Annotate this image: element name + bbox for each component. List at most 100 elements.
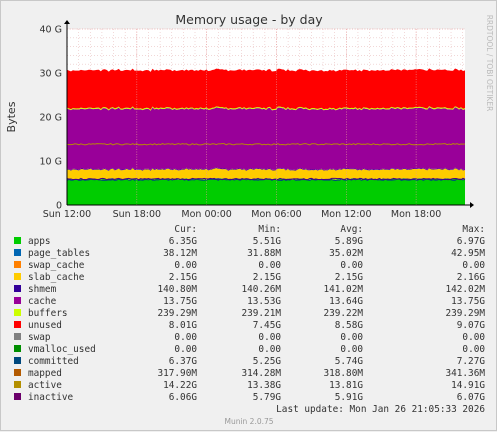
legend-cur: 0.00: [174, 260, 197, 271]
x-tick-label: Sun 18:00: [113, 209, 161, 220]
y-axis-label: Bytes: [5, 101, 18, 132]
legend-max: 6.97G: [457, 236, 486, 247]
legend-label: swap_cache: [28, 260, 85, 271]
legend-min: 13.38G: [247, 380, 281, 391]
legend-avg: 0.00: [340, 260, 363, 271]
legend-max: 42.95M: [451, 248, 485, 259]
stacked-areas: [67, 68, 465, 205]
legend-avg: 0.00: [340, 332, 363, 343]
legend-label: inactive: [28, 392, 74, 403]
legend-cur: 13.75G: [163, 296, 197, 307]
legend-cur: 8.01G: [169, 320, 198, 331]
x-tick-label: Mon 12:00: [321, 209, 371, 220]
legend-label: slab_cache: [28, 272, 85, 283]
x-tick-label: Mon 00:00: [181, 209, 231, 220]
y-axis-arrow: [64, 20, 70, 24]
legend-swatch: [14, 369, 21, 376]
legend-label: active: [28, 380, 62, 391]
legend-min: 7.45G: [253, 320, 282, 331]
legend-swatch: [14, 345, 21, 352]
legend-swatch: [14, 261, 21, 268]
line-active: [66, 143, 466, 146]
legend-swatch: [14, 249, 21, 256]
area-buffers: [67, 106, 465, 111]
legend-min: 0.00: [258, 260, 281, 271]
legend-max: 142.02M: [445, 284, 485, 295]
legend-cur: 239.29M: [157, 308, 197, 319]
legend-swatch: [14, 309, 21, 316]
legend-min: 0.00: [258, 332, 281, 343]
legend-label: mapped: [28, 368, 62, 379]
legend-avg: 8.58G: [335, 320, 364, 331]
legend-cur: 140.80M: [157, 284, 197, 295]
legend-avg: 35.02M: [329, 248, 363, 259]
legend-avg: 13.81G: [329, 380, 363, 391]
legend-swatch: [14, 381, 21, 388]
legend-min: 13.53G: [247, 296, 281, 307]
legend-label: swap: [28, 332, 51, 343]
legend-label: cache: [28, 296, 57, 307]
last-update: Last update: Mon Jan 26 21:05:33 2026: [276, 404, 485, 415]
area-cache: [67, 107, 465, 171]
legend-cur: 317.90M: [157, 368, 197, 379]
x-tick-label: Mon 06:00: [251, 209, 301, 220]
legend-max: 0.00: [462, 332, 485, 343]
legend-min: 0.00: [258, 344, 281, 355]
legend-avg: 141.02M: [323, 284, 363, 295]
legend-header: Cur:: [174, 224, 197, 235]
legend-swatch: [14, 357, 21, 364]
legend-header: Max:: [462, 224, 485, 235]
series-lines: [66, 143, 466, 182]
y-tick-label: 20 G: [40, 113, 62, 124]
area-unused: [67, 68, 465, 110]
legend-swatch: [14, 333, 21, 340]
area-shmem: [67, 167, 465, 171]
legend-max: 6.07G: [457, 392, 486, 403]
legend-avg: 2.15G: [335, 272, 364, 283]
legend-label: buffers: [28, 308, 68, 319]
legend-min: 31.88M: [247, 248, 281, 259]
legend-swatch: [14, 297, 21, 304]
legend-cur: 6.35G: [169, 236, 198, 247]
legend-cur: 6.37G: [169, 356, 198, 367]
legend-min: 140.26M: [241, 284, 281, 295]
legend-avg: 13.64G: [329, 296, 363, 307]
legend-header: Min:: [258, 224, 281, 235]
legend-avg: 239.22M: [323, 308, 363, 319]
legend-label: shmem: [28, 284, 57, 295]
legend-cur: 38.12M: [163, 248, 197, 259]
area-slab-cache: [67, 168, 465, 180]
line-inactive: [66, 177, 466, 181]
area-apps: [67, 178, 465, 205]
legend-avg: 5.89G: [335, 236, 364, 247]
legend-min: 239.21M: [241, 308, 281, 319]
legend-swatch: [14, 273, 21, 280]
legend-max: 341.36M: [445, 368, 485, 379]
legend-label: committed: [28, 356, 79, 367]
y-tick-label: 30 G: [40, 69, 62, 80]
legend-cur: 2.15G: [169, 272, 198, 283]
legend-max: 7.27G: [457, 356, 486, 367]
legend-label: page_tables: [28, 248, 90, 259]
legend-max: 239.29M: [445, 308, 485, 319]
legend-cur: 6.06G: [169, 392, 198, 403]
legend-max: 0.00: [462, 344, 485, 355]
y-tick-label: 40 G: [40, 25, 62, 36]
legend-swatch: [14, 393, 21, 400]
x-tick-label: Sun 12:00: [43, 209, 91, 220]
legend-header: Avg:: [340, 224, 363, 235]
legend-max: 14.91G: [451, 380, 485, 391]
x-axis-arrow: [470, 202, 474, 208]
legend-cur: 0.00: [174, 344, 197, 355]
legend-avg: 0.00: [340, 344, 363, 355]
legend-label: vmalloc_used: [28, 344, 96, 355]
legend-min: 5.79G: [253, 392, 282, 403]
legend-swatch: [14, 237, 21, 244]
legend-cur: 0.00: [174, 332, 197, 343]
legend-min: 5.51G: [253, 236, 282, 247]
legend-swatch: [14, 321, 21, 328]
legend-avg: 318.80M: [323, 368, 363, 379]
legend-cur: 14.22G: [163, 380, 197, 391]
